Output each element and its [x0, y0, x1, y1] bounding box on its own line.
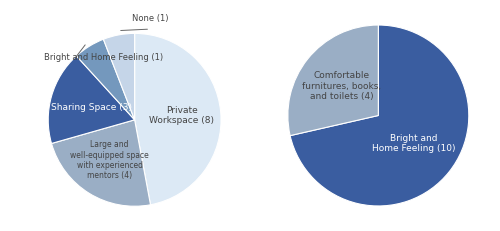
Wedge shape — [104, 33, 134, 120]
Text: Private
Workspace (8): Private Workspace (8) — [150, 106, 214, 125]
Text: Bright and
Home Feeling (10): Bright and Home Feeling (10) — [372, 134, 456, 153]
Text: Sharing Space (3): Sharing Space (3) — [51, 103, 132, 112]
Text: Comfortable
furnitures, books,
and toilets (4): Comfortable furnitures, books, and toile… — [302, 71, 381, 101]
Wedge shape — [48, 56, 134, 143]
Wedge shape — [76, 39, 134, 120]
Text: Bright and Home Feeling (1): Bright and Home Feeling (1) — [44, 53, 163, 62]
Wedge shape — [290, 25, 469, 206]
Wedge shape — [288, 25, 378, 136]
Wedge shape — [134, 33, 221, 205]
Wedge shape — [52, 120, 150, 206]
Text: None (1): None (1) — [132, 14, 168, 23]
Text: Large and
well-equipped space
with experienced
mentors (4): Large and well-equipped space with exper… — [70, 140, 149, 180]
